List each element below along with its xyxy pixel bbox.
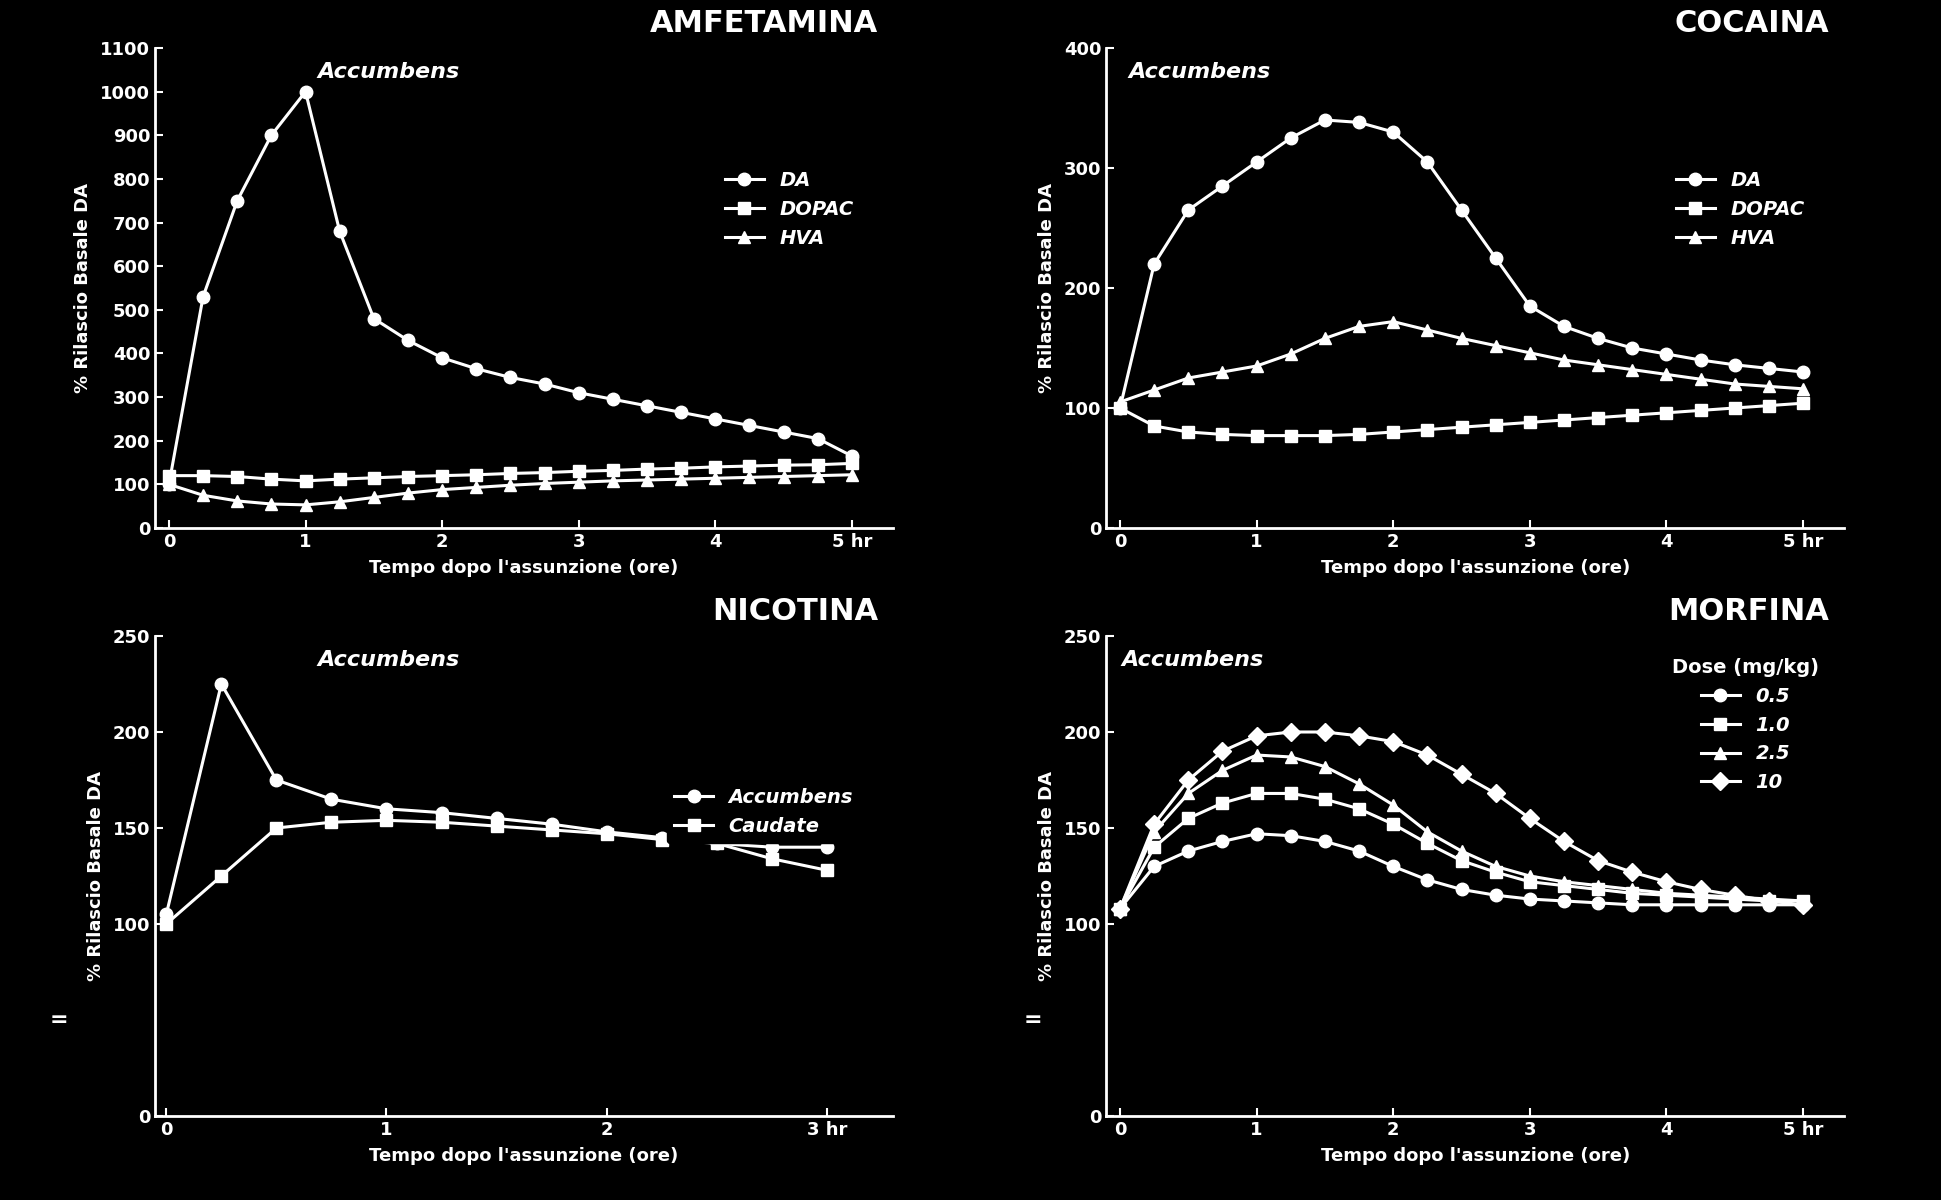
- Legend: DA, DOPAC, HVA: DA, DOPAC, HVA: [716, 163, 862, 256]
- Y-axis label: % Rilascio Basale DA: % Rilascio Basale DA: [87, 770, 105, 982]
- Legend: 0.5, 1.0, 2.5, 10: 0.5, 1.0, 2.5, 10: [1663, 650, 1826, 800]
- Text: Accumbens: Accumbens: [318, 650, 460, 671]
- Legend: DA, DOPAC, HVA: DA, DOPAC, HVA: [1667, 163, 1813, 256]
- Text: COCAINA: COCAINA: [1675, 10, 1828, 38]
- Y-axis label: % Rilascio Basale DA: % Rilascio Basale DA: [1038, 182, 1056, 392]
- X-axis label: Tempo dopo l'assunzione (ore): Tempo dopo l'assunzione (ore): [1320, 1147, 1630, 1165]
- Text: NICOTINA: NICOTINA: [712, 598, 877, 626]
- Text: AMFETAMINA: AMFETAMINA: [650, 10, 877, 38]
- Y-axis label: % Rilascio Basale DA: % Rilascio Basale DA: [74, 182, 91, 392]
- Text: Accumbens: Accumbens: [318, 62, 460, 83]
- Text: Accumbens: Accumbens: [1122, 650, 1264, 671]
- Text: =: =: [1023, 1010, 1042, 1030]
- X-axis label: Tempo dopo l'assunzione (ore): Tempo dopo l'assunzione (ore): [369, 559, 679, 577]
- Text: =: =: [50, 1010, 68, 1030]
- Y-axis label: % Rilascio Basale DA: % Rilascio Basale DA: [1038, 770, 1056, 982]
- Legend: Accumbens, Caudate: Accumbens, Caudate: [666, 780, 862, 844]
- Text: Accumbens: Accumbens: [1128, 62, 1271, 83]
- X-axis label: Tempo dopo l'assunzione (ore): Tempo dopo l'assunzione (ore): [369, 1147, 679, 1165]
- Text: MORFINA: MORFINA: [1669, 598, 1828, 626]
- X-axis label: Tempo dopo l'assunzione (ore): Tempo dopo l'assunzione (ore): [1320, 559, 1630, 577]
